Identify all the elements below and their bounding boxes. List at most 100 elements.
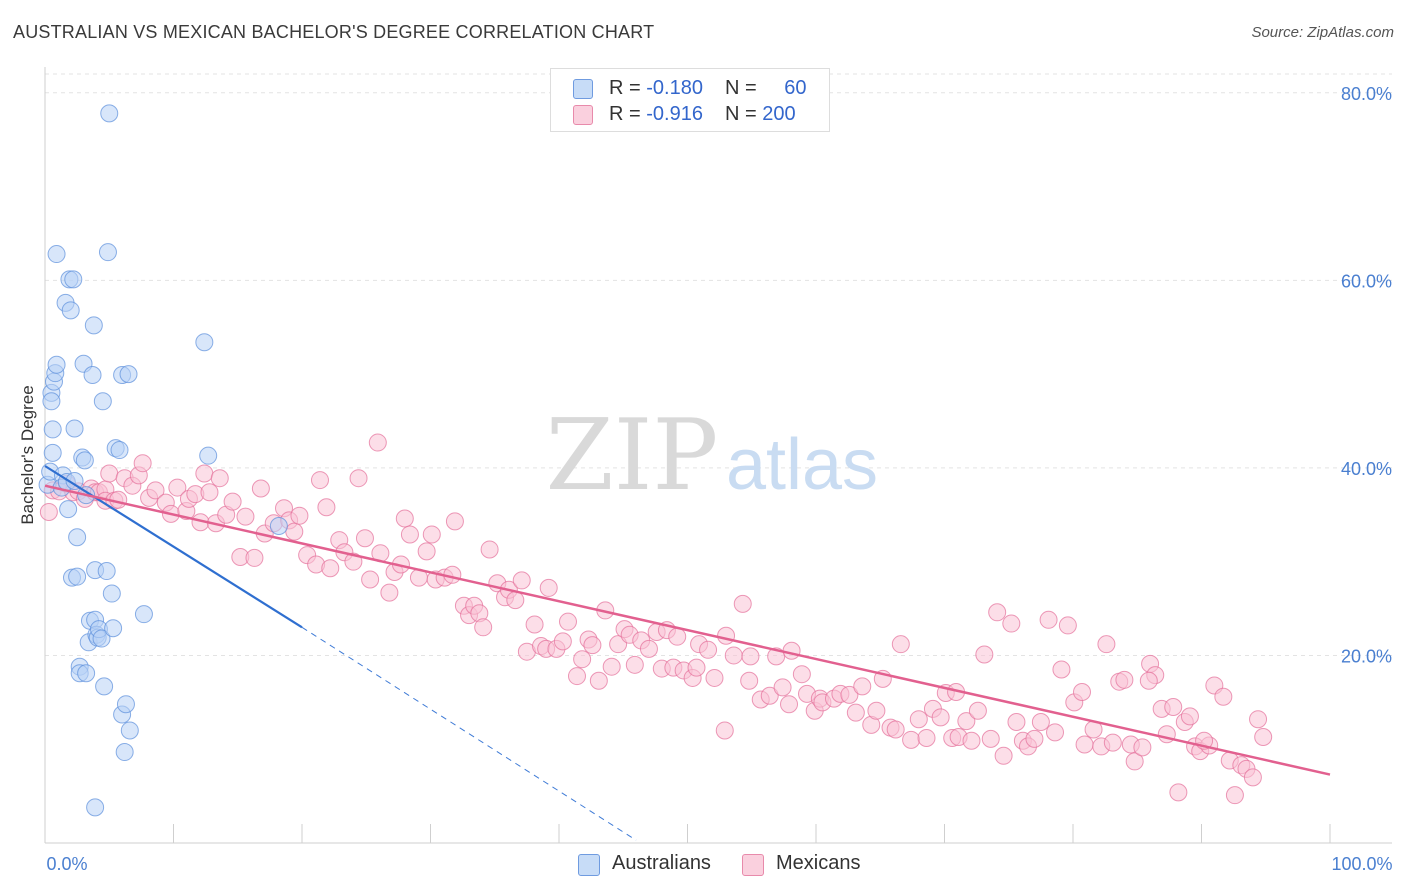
- mexican-point: [994, 746, 1013, 765]
- mexican-point: [368, 433, 387, 452]
- mexican-point: [395, 509, 414, 528]
- legend-n-label: N =: [724, 77, 763, 99]
- mexican-point: [285, 522, 304, 541]
- mexican-point: [988, 603, 1007, 622]
- australian-point: [68, 567, 87, 586]
- mexican-point: [773, 678, 792, 697]
- australian-point: [120, 721, 139, 740]
- mexican-point: [558, 612, 577, 631]
- mexican-point: [957, 712, 976, 731]
- mexican-point: [840, 685, 859, 704]
- mexican-point: [146, 481, 165, 500]
- y-tick-label: 20.0%: [1341, 646, 1392, 666]
- bottom-legend-label-australians: Australians: [612, 852, 711, 874]
- australian-point: [95, 677, 114, 696]
- chart-title: AUSTRALIAN VS MEXICAN BACHELOR'S DEGREE …: [13, 22, 655, 42]
- mexican-point: [400, 525, 419, 544]
- mexican-point: [853, 677, 872, 696]
- mexican-point: [1072, 683, 1091, 702]
- mexican-point: [251, 479, 270, 498]
- mexican-point: [195, 464, 214, 483]
- mexican-point: [573, 650, 592, 669]
- mexican-point: [639, 639, 658, 658]
- mexican-point: [349, 469, 368, 488]
- mexican-point: [210, 469, 229, 488]
- australian-point: [102, 584, 121, 603]
- legend-n-value: 60: [784, 77, 807, 99]
- australian-point: [110, 441, 129, 460]
- mexican-point: [1052, 660, 1071, 679]
- mexican-point: [602, 657, 621, 676]
- mexican-point: [886, 720, 905, 739]
- mexican-point: [931, 708, 950, 727]
- y-tick-label: 60.0%: [1341, 271, 1392, 291]
- mexican-point: [1002, 614, 1021, 633]
- mexican-point: [168, 478, 187, 497]
- australian-point: [43, 420, 62, 439]
- mexican-point: [1225, 786, 1244, 805]
- australian-point: [134, 605, 153, 624]
- mexican-point: [968, 701, 987, 720]
- mexican-point: [975, 645, 994, 664]
- australian-point: [115, 743, 134, 762]
- mexican-point: [1133, 738, 1152, 757]
- mexican-point: [1139, 671, 1158, 690]
- mexican-point: [236, 507, 255, 526]
- mexican-point: [445, 512, 464, 531]
- mexican-trend-line: [44, 484, 1331, 776]
- mexican-point: [422, 525, 441, 544]
- mexican-point: [355, 529, 374, 548]
- australian-trend-extension: [301, 626, 637, 841]
- mexican-point: [1058, 616, 1077, 635]
- gridlines: [45, 73, 1392, 656]
- mexican-point: [1075, 735, 1094, 754]
- mexican-point: [891, 635, 910, 654]
- mexican-point: [245, 548, 264, 567]
- mexican-point: [741, 647, 760, 666]
- mexican-point: [867, 701, 886, 720]
- mexican-point: [1097, 635, 1116, 654]
- legend-swatch-mexicans: [573, 105, 593, 125]
- mexican-point: [909, 710, 928, 729]
- mexican-point: [962, 731, 981, 750]
- watermark-atlas: atlas: [726, 425, 878, 505]
- mexican-point: [290, 506, 309, 525]
- mexican-point: [1164, 698, 1183, 717]
- mexican-point: [1025, 729, 1044, 748]
- x-tick-label: 100.0%: [1331, 854, 1392, 874]
- australian-point: [59, 500, 78, 519]
- legend: R = -0.180 N = 60 R = -0.916 N = 200: [550, 68, 830, 132]
- mexican-point: [668, 627, 687, 646]
- mexican-point: [1031, 713, 1050, 732]
- mexican-point: [1243, 768, 1262, 787]
- mexican-point: [792, 665, 811, 684]
- australian-point: [47, 355, 66, 374]
- mexican-point: [917, 728, 936, 747]
- mexican-point: [760, 686, 779, 705]
- mexican-point: [380, 583, 399, 602]
- legend-r-value: -0.916: [646, 103, 703, 125]
- australian-point: [100, 104, 119, 123]
- australian-point: [84, 316, 103, 335]
- mexican-point: [539, 578, 558, 597]
- australian-point: [61, 301, 80, 320]
- y-tick-label: 80.0%: [1341, 84, 1392, 104]
- mexican-point: [506, 591, 525, 610]
- mexican-point: [474, 618, 493, 637]
- mexican-point: [1249, 710, 1268, 729]
- mexican-point: [780, 695, 799, 714]
- mexican-point: [100, 464, 119, 483]
- mexican-point: [717, 626, 736, 645]
- source-label: Source: ZipAtlas.com: [1251, 24, 1394, 41]
- mexican-point: [525, 615, 544, 634]
- australian-point: [97, 562, 116, 581]
- watermark-zip: ZIP: [546, 399, 719, 513]
- mexican-point: [724, 646, 743, 665]
- mexican-point: [1214, 687, 1233, 706]
- mexican-point: [699, 640, 718, 659]
- australian-point: [75, 451, 94, 470]
- mexican-point: [200, 483, 219, 502]
- mexican-point: [589, 671, 608, 690]
- australian-point: [269, 517, 288, 536]
